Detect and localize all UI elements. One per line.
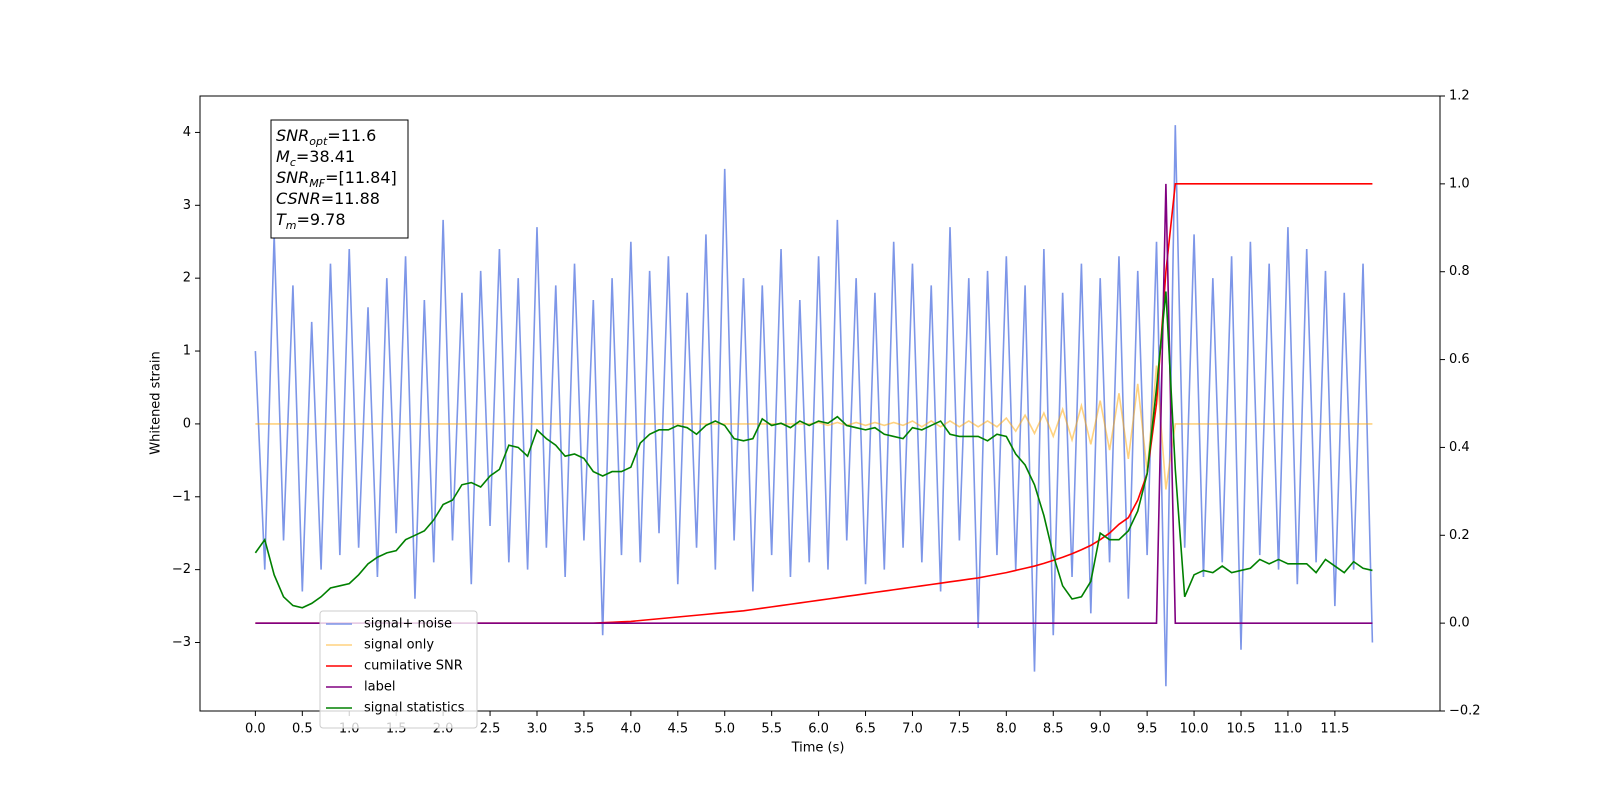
- legend-label: label: [364, 680, 395, 695]
- x-tick-label: 0.0: [245, 722, 266, 737]
- y2-tick-label: 0.8: [1449, 264, 1470, 279]
- x-tick-label: 5.0: [714, 722, 735, 737]
- annotation-label: SNR: [276, 126, 309, 145]
- x-tick-label: 6.5: [855, 722, 876, 737]
- x-tick-label: 4.0: [621, 722, 642, 737]
- annotation-label: CSNR: [276, 189, 321, 208]
- x-tick-label: 5.5: [761, 722, 782, 737]
- annotation-sub: MF: [309, 177, 325, 190]
- x-axis-label: Time (s): [791, 741, 845, 756]
- y2-tick-label: 1.2: [1449, 89, 1470, 104]
- annotation: Mc=38.41: [276, 147, 355, 169]
- annotation-label: SNR: [276, 168, 309, 187]
- series-line: [254, 291, 1373, 609]
- x-tick-label: 3.5: [574, 722, 595, 737]
- annotation-text: =11.88: [321, 189, 380, 208]
- y-tick-label: 0: [183, 416, 191, 431]
- legend-box: [319, 610, 478, 729]
- plot-frame: [199, 95, 1441, 712]
- annotation-text: =[11.84]: [325, 168, 397, 187]
- annotation: Tm=9.78: [276, 210, 346, 232]
- y-tick-label: 2: [183, 271, 191, 286]
- x-tick-label: 9.5: [1137, 722, 1158, 737]
- y2-tick-label: 0.0: [1449, 616, 1470, 631]
- annotation-box: [270, 119, 409, 239]
- annotation-sub: c: [290, 156, 296, 169]
- y2-tick-label: 1.0: [1449, 176, 1470, 191]
- annotation: CSNR=11.88: [276, 189, 380, 208]
- x-tick-label: 10.5: [1227, 722, 1256, 737]
- annotation-sub: opt: [309, 135, 328, 148]
- annotation-text: =11.6: [327, 126, 376, 145]
- x-tick-label: 6.0: [808, 722, 829, 737]
- y2-tick-label: 0.6: [1449, 352, 1470, 367]
- legend-label: signal only: [364, 638, 434, 653]
- legend-label: signal+ noise: [364, 617, 452, 632]
- y-tick-label: 1: [183, 344, 191, 359]
- annotation-label: M: [276, 147, 290, 166]
- y-tick-label: −3: [172, 635, 191, 650]
- y-tick-label: −1: [172, 489, 191, 504]
- x-tick-label: 10.0: [1180, 722, 1209, 737]
- x-tick-label: 3.0: [527, 722, 548, 737]
- annotation-sub: m: [286, 219, 297, 232]
- y2-tick-label: −0.2: [1449, 704, 1481, 719]
- legend-label: cumilative SNR: [364, 659, 463, 674]
- x-tick-label: 8.0: [996, 722, 1017, 737]
- x-tick-label: 7.5: [949, 722, 970, 737]
- x-tick-label: 11.0: [1273, 722, 1302, 737]
- annotation: SNRMF=[11.84]: [276, 168, 397, 190]
- x-tick-label: 2.5: [480, 722, 501, 737]
- x-tick-label: 11.5: [1320, 722, 1349, 737]
- y-tick-label: −2: [172, 562, 191, 577]
- y-axis-label: Whitened strain: [149, 351, 164, 454]
- x-tick-label: 7.0: [902, 722, 923, 737]
- annotation-label: T: [276, 210, 287, 229]
- legend-label: signal statistics: [364, 701, 465, 716]
- x-tick-label: 9.0: [1090, 722, 1111, 737]
- series-line: [254, 125, 1374, 687]
- y2-tick-label: 0.2: [1449, 528, 1470, 543]
- annotation-text: =38.41: [296, 147, 355, 166]
- annotation: SNRopt=11.6: [276, 126, 376, 148]
- y2-tick-label: 0.4: [1449, 440, 1470, 455]
- x-tick-label: 8.5: [1043, 722, 1064, 737]
- x-tick-label: 4.5: [667, 722, 688, 737]
- x-tick-label: 0.5: [292, 722, 313, 737]
- y-tick-label: 4: [183, 125, 191, 140]
- annotation-text: =9.78: [297, 210, 346, 229]
- y-tick-label: 3: [183, 198, 191, 213]
